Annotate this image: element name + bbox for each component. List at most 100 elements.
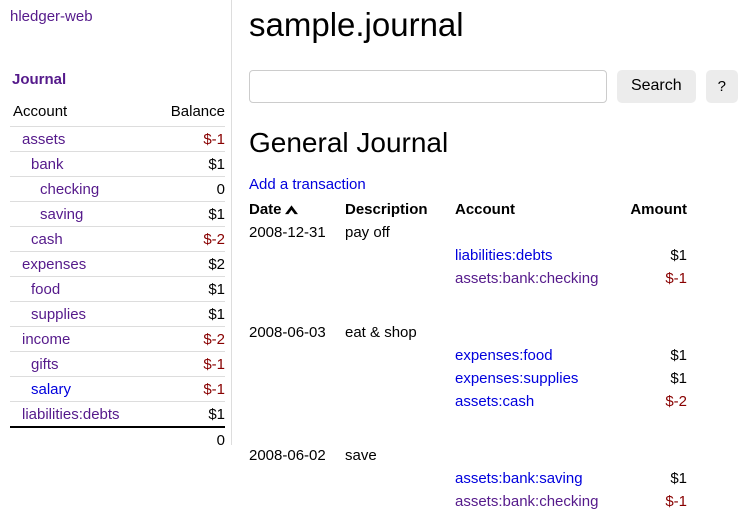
account-link[interactable]: expenses <box>22 256 87 273</box>
posting-row: liabilities:debts $1 <box>249 244 687 267</box>
account-cell: salary <box>10 376 154 402</box>
posting-desc-spacer <box>345 367 455 390</box>
account-link[interactable]: saving <box>40 206 84 223</box>
account-link[interactable]: supplies <box>31 306 87 323</box>
posting-desc-spacer <box>345 467 455 490</box>
account-cell: bank <box>10 151 154 177</box>
account-row: saving $1 <box>10 201 225 227</box>
posting-date-spacer <box>249 490 345 513</box>
account-link[interactable]: checking <box>40 181 100 198</box>
txn-table-body: 2008-12-31 pay off liabilities:debts $1 … <box>249 221 687 513</box>
balance-value: $-2 <box>153 226 225 252</box>
account-row: gifts $-1 <box>10 351 225 377</box>
posting-amount: $-2 <box>665 393 687 411</box>
posting-row: assets:cash $-2 <box>249 390 687 413</box>
search-form: Search ? <box>249 69 738 103</box>
account-column-header: Account <box>13 103 68 120</box>
posting-desc-spacer <box>345 490 455 513</box>
account-row: cash $-2 <box>10 226 225 252</box>
posting-account-link[interactable]: assets:bank:saving <box>455 470 583 488</box>
posting-amount: $-1 <box>665 270 687 288</box>
account-row: salary $-1 <box>10 376 225 402</box>
transactions-header-row: Date Description Account Amount <box>249 198 687 221</box>
account-row: liabilities:debts $1 <box>10 401 225 427</box>
account-row: assets $-1 <box>10 126 225 152</box>
search-input[interactable] <box>249 69 607 103</box>
account-cell: income <box>10 326 154 352</box>
balance-value: $-1 <box>153 126 225 152</box>
posting-account-link[interactable]: liabilities:debts <box>455 247 553 265</box>
posting-desc-spacer <box>345 267 455 290</box>
balance-value: $-2 <box>153 326 225 352</box>
account-link[interactable]: gifts <box>31 356 59 373</box>
account-cell: expenses <box>10 251 154 277</box>
posting-account-cell: liabilities:debts <box>455 244 597 267</box>
posting-account-link[interactable]: expenses:food <box>455 347 553 365</box>
posting-row: expenses:food $1 <box>249 344 687 367</box>
page-title: sample.journal <box>249 6 464 43</box>
posting-row: assets:bank:saving $1 <box>249 467 687 490</box>
posting-date-spacer <box>249 390 345 413</box>
account-cell: saving <box>10 201 154 227</box>
transaction-title-row: 2008-06-02 save <box>249 444 687 467</box>
posting-account-cell: assets:bank:checking <box>455 267 599 290</box>
account-cell: supplies <box>10 301 154 327</box>
balance-value: $-1 <box>153 351 225 377</box>
account-row: supplies $1 <box>10 301 225 327</box>
posting-account-link[interactable]: assets:cash <box>455 393 535 411</box>
posting-date-spacer <box>249 267 345 290</box>
description-column-header: Description <box>345 201 428 219</box>
posting-amount: $1 <box>670 370 687 388</box>
posting-date-spacer <box>249 467 345 490</box>
account-column-header-main: Account <box>455 201 515 219</box>
balance-value: $1 <box>153 301 225 327</box>
transaction-date: 2008-06-03 <box>249 324 326 342</box>
sort-ascending-icon <box>284 205 298 215</box>
posting-row: expenses:supplies $1 <box>249 367 687 390</box>
balance-value: $1 <box>153 276 225 302</box>
account-row: expenses $2 <box>10 251 225 277</box>
transaction-description: eat & shop <box>345 324 417 342</box>
account-link[interactable]: salary <box>31 381 72 398</box>
account-cell: checking <box>10 176 154 202</box>
posting-amount: $1 <box>670 470 687 488</box>
posting-desc-spacer <box>345 344 455 367</box>
balance-value: $-1 <box>153 376 225 402</box>
transaction-description: pay off <box>345 224 390 242</box>
journal-heading: General Journal <box>249 126 449 158</box>
transaction-spacer-row <box>249 290 687 321</box>
account-link[interactable]: food <box>31 281 61 298</box>
balance-value: $1 <box>153 401 225 427</box>
account-row: bank $1 <box>10 151 225 177</box>
account-link[interactable]: assets <box>22 131 66 148</box>
posting-account-cell: assets:bank:checking <box>455 490 599 513</box>
help-button[interactable]: ? <box>705 69 738 103</box>
main-content: sample.journal Search ? General Journal … <box>249 0 738 513</box>
posting-amount: $1 <box>670 347 687 365</box>
posting-row: assets:bank:checking $-1 <box>249 490 687 513</box>
account-link[interactable]: income <box>22 331 71 348</box>
posting-amount: $-1 <box>665 493 687 511</box>
app-brand-link[interactable]: hledger-web <box>10 8 93 25</box>
posting-account-link[interactable]: assets:bank:checking <box>455 493 599 511</box>
add-transaction-link[interactable]: Add a transaction <box>249 176 366 194</box>
transaction-date: 2008-06-02 <box>249 447 326 465</box>
account-balance-table: Account Balance assets $-1 bank $1 check… <box>10 100 225 452</box>
sidebar-item-journal[interactable]: Journal <box>12 71 67 88</box>
posting-account-link[interactable]: assets:bank:checking <box>455 270 599 288</box>
posting-account-link[interactable]: expenses:supplies <box>455 370 579 388</box>
account-cell: gifts <box>10 351 154 377</box>
posting-account-cell: expenses:supplies <box>455 367 597 390</box>
posting-date-spacer <box>249 367 345 390</box>
search-button[interactable]: Search <box>616 69 696 103</box>
account-link[interactable]: bank <box>31 156 64 173</box>
amount-column-header: Amount <box>630 201 687 219</box>
date-column-header[interactable]: Date <box>249 198 345 221</box>
posting-row: assets:bank:checking $-1 <box>249 267 687 290</box>
transactions-table: Date Description Account Amount 2008-12-… <box>249 198 687 513</box>
account-row: checking 0 <box>10 176 225 202</box>
balance-value: 0 <box>153 176 225 202</box>
account-link[interactable]: liabilities:debts <box>22 406 120 423</box>
account-link[interactable]: cash <box>31 231 63 248</box>
transaction-title-row: 2008-06-03 eat & shop <box>249 321 687 344</box>
